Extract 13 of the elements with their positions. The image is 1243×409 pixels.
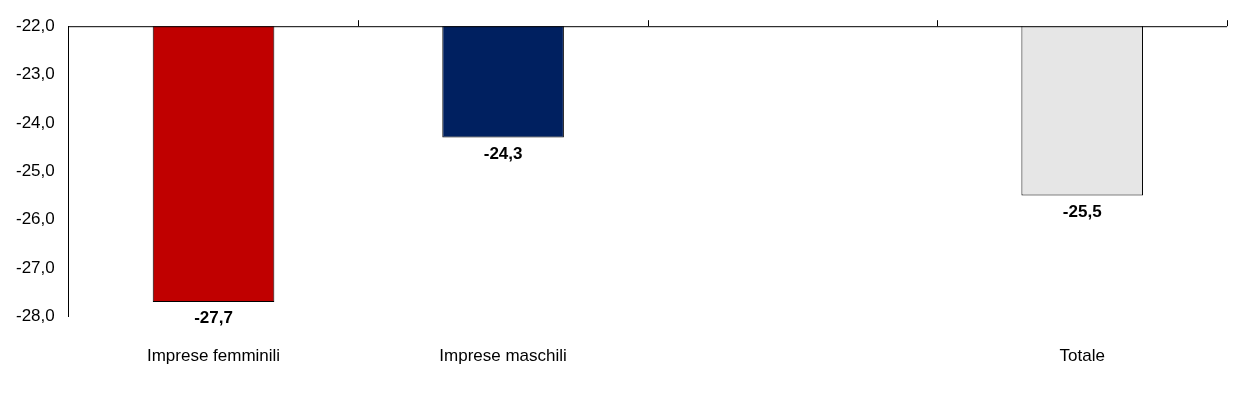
y-tick-label: -22,0	[16, 15, 55, 35]
data-label: -24,3	[483, 143, 523, 163]
y-tick-label: -25,0	[16, 161, 55, 181]
x-tick-label: Totale	[1059, 346, 1105, 366]
y-tick-label: -24,0	[16, 112, 55, 132]
y-tick-label: -26,0	[16, 209, 55, 229]
data-label: -27,7	[194, 308, 233, 328]
x-tick-label: Imprese maschili	[439, 346, 567, 366]
y-tick-label: -28,0	[16, 306, 55, 326]
y-tick-label: -23,0	[16, 64, 55, 84]
y-tick-label: -27,0	[16, 257, 55, 277]
x-tick-label: Imprese femminili	[146, 346, 281, 366]
data-label: -25,5	[1062, 201, 1102, 221]
